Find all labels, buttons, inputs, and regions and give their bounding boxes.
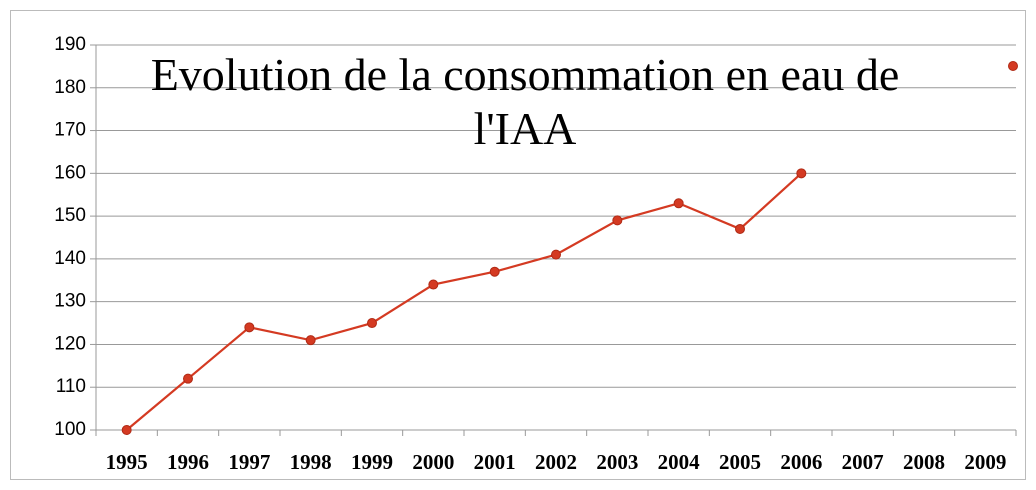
data-point bbox=[735, 223, 745, 234]
y-tick-label: 130 bbox=[54, 291, 86, 312]
x-tick-label: 1999 bbox=[351, 450, 393, 474]
x-tick-label: 2006 bbox=[780, 450, 822, 474]
x-tick-label: 2005 bbox=[719, 450, 761, 474]
data-point bbox=[428, 279, 439, 290]
data-point bbox=[551, 249, 561, 260]
y-tick-label: 120 bbox=[54, 333, 86, 354]
data-point bbox=[612, 215, 623, 226]
x-tick-label: 1998 bbox=[290, 450, 332, 474]
y-tick-label: 110 bbox=[56, 376, 86, 397]
x-tick-label: 1995 bbox=[106, 450, 148, 474]
x-tick-label: 1996 bbox=[167, 450, 209, 474]
y-tick-label: 150 bbox=[54, 205, 86, 226]
data-point bbox=[673, 198, 684, 209]
y-tick-label: 160 bbox=[54, 162, 86, 183]
x-tick-label: 2001 bbox=[474, 450, 516, 474]
x-tick-label: 2002 bbox=[535, 450, 577, 474]
x-tick-label: 2009 bbox=[964, 450, 1006, 474]
chart-border bbox=[10, 10, 1026, 480]
x-tick-label: 2003 bbox=[596, 450, 638, 474]
legend-marker bbox=[1008, 61, 1018, 71]
data-point bbox=[367, 318, 377, 329]
data-point bbox=[305, 335, 316, 346]
data-point bbox=[796, 168, 807, 179]
x-tick-label: 2007 bbox=[842, 450, 884, 474]
data-point bbox=[244, 322, 255, 333]
x-tick-label: 1997 bbox=[228, 450, 270, 474]
y-tick-label: 180 bbox=[54, 77, 86, 98]
y-tick-label: 100 bbox=[54, 419, 86, 440]
x-tick-label: 2008 bbox=[903, 450, 945, 474]
x-tick-label: 2004 bbox=[658, 450, 701, 474]
y-tick-label: 170 bbox=[54, 120, 86, 141]
chart-title: Evolution de la consommation en eau de l… bbox=[150, 49, 900, 154]
x-tick-label: 2000 bbox=[412, 450, 454, 474]
y-tick-label: 190 bbox=[54, 34, 86, 55]
data-point bbox=[489, 266, 500, 277]
data-point bbox=[121, 425, 132, 435]
y-tick-label: 140 bbox=[54, 248, 86, 269]
series-line bbox=[125, 172, 803, 431]
data-point bbox=[183, 373, 193, 384]
